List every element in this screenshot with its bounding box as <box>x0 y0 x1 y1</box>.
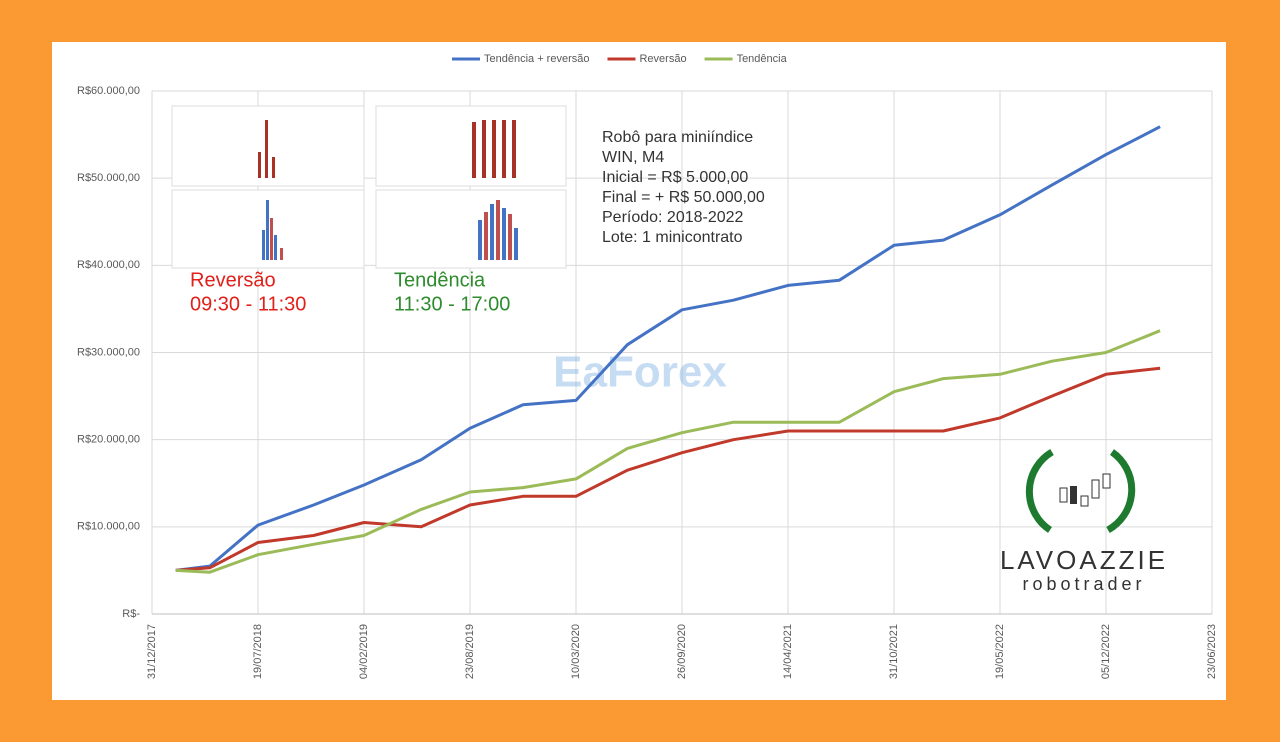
note-line: Final = + R$ 50.000,00 <box>602 189 765 206</box>
x-tick-label: 23/06/2023 <box>1206 624 1218 679</box>
y-tick-label: R$20.000,00 <box>77 434 140 446</box>
reversao-label: Reversão <box>190 269 276 291</box>
x-tick-label: 31/10/2021 <box>888 624 900 679</box>
x-tick-label: 19/05/2022 <box>994 624 1006 679</box>
note-line: Lote: 1 minicontrato <box>602 229 743 246</box>
legend-label: Tendência + reversão <box>484 53 589 65</box>
x-tick-label: 04/02/2019 <box>358 624 370 679</box>
tendencia-hours: 11:30 - 17:00 <box>394 293 510 315</box>
logo-icon <box>1025 448 1136 534</box>
insets <box>171 105 567 269</box>
legend-label: Reversão <box>639 53 686 65</box>
note-line: Período: 2018-2022 <box>602 209 744 226</box>
y-tick-label: R$60.000,00 <box>77 85 140 97</box>
brand: LAVOAZZIE <box>1000 545 1168 575</box>
x-tick-label: 05/12/2022 <box>1100 624 1112 679</box>
note-line: Inicial = R$ 5.000,00 <box>602 169 748 186</box>
series-line <box>175 329 1161 574</box>
note-line: WIN, M4 <box>602 149 664 166</box>
legend-label: Tendência <box>737 53 788 65</box>
brand-sub: robotrader <box>1022 574 1145 594</box>
y-tick-label: R$30.000,00 <box>77 346 140 358</box>
series-line <box>175 366 1161 572</box>
x-tick-label: 10/03/2020 <box>570 624 582 679</box>
x-tick-label: 23/08/2019 <box>464 624 476 679</box>
y-tick-label: R$50.000,00 <box>77 172 140 184</box>
tendencia-label: Tendência <box>394 269 486 291</box>
x-tick-label: 31/12/2017 <box>146 624 158 679</box>
x-tick-label: 19/07/2018 <box>252 624 264 679</box>
x-tick-label: 26/09/2020 <box>676 624 688 679</box>
watermark: EaForex <box>553 348 727 397</box>
x-tick-label: 14/04/2021 <box>782 624 794 679</box>
y-tick-label: R$10.000,00 <box>77 521 140 533</box>
series-line <box>175 125 1161 572</box>
note-line: Robô para miniíndice <box>602 129 753 146</box>
y-tick-label: R$- <box>122 608 140 620</box>
y-tick-label: R$40.000,00 <box>77 259 140 271</box>
reversao-hours: 09:30 - 11:30 <box>190 293 306 315</box>
